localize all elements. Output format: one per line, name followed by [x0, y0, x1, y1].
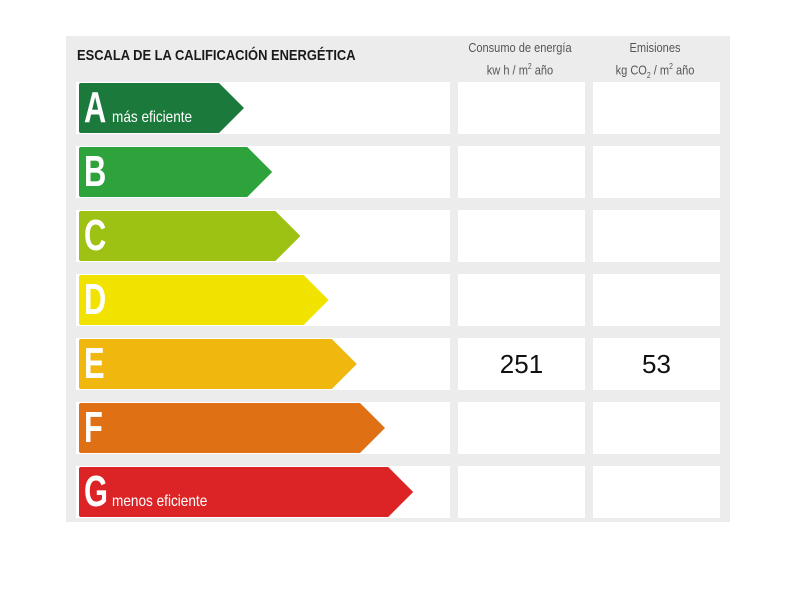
rating-sublabel: más eficiente: [112, 109, 193, 126]
rating-arrow-d: [79, 275, 329, 325]
rating-arrow-f: [79, 403, 385, 453]
rating-row-e: E 251 53: [76, 338, 720, 390]
rating-row-f: F: [76, 402, 720, 454]
rating-letter: B: [84, 147, 107, 196]
emisiones-value: [593, 210, 720, 262]
consumo-header: Consumo de energía kw h / m2 año: [465, 38, 576, 79]
rating-arrow-g: [79, 467, 414, 517]
consumo-value: 251: [458, 338, 585, 390]
rating-row-c: C: [76, 210, 720, 262]
rating-arrow-e: [79, 339, 357, 389]
emisiones-value: 53: [593, 338, 720, 390]
emisiones-header-unit: kg CO2 / m2 año: [615, 62, 695, 80]
consumo-header-unit: kw h / m2 año: [486, 62, 554, 78]
rating-arrow-b: [79, 147, 273, 197]
emisiones-value: [593, 146, 720, 198]
rating-letter: F: [84, 403, 103, 452]
rating-row-b: B: [76, 146, 720, 198]
emisiones-value: [593, 274, 720, 326]
rating-row-d: D: [76, 274, 720, 326]
consumo-value: [458, 146, 585, 198]
consumo-value: [458, 274, 585, 326]
consumo-value: [458, 82, 585, 134]
rating-letter: D: [84, 275, 107, 324]
rating-letter: C: [84, 211, 107, 260]
rating-letter: E: [84, 339, 105, 388]
rating-sublabel: menos eficiente: [112, 493, 208, 510]
rating-arrow-c: [79, 211, 301, 261]
emisiones-header-line1: Emisiones: [629, 40, 681, 55]
consumo-value: [458, 402, 585, 454]
rating-letter: G: [84, 467, 108, 516]
label-title: ESCALA DE LA CALIFICACIÓN ENERGÉTICA: [77, 47, 356, 64]
consumo-value: [458, 210, 585, 262]
rating-letter: A: [84, 83, 107, 132]
emisiones-header: Emisiones kg CO2 / m2 año: [600, 38, 711, 85]
emisiones-value: [593, 466, 720, 518]
emisiones-value: [593, 402, 720, 454]
emisiones-value: [593, 82, 720, 134]
consumo-header-line1: Consumo de energía: [468, 40, 572, 55]
rating-arrow-a: [79, 83, 244, 133]
consumo-value: [458, 466, 585, 518]
